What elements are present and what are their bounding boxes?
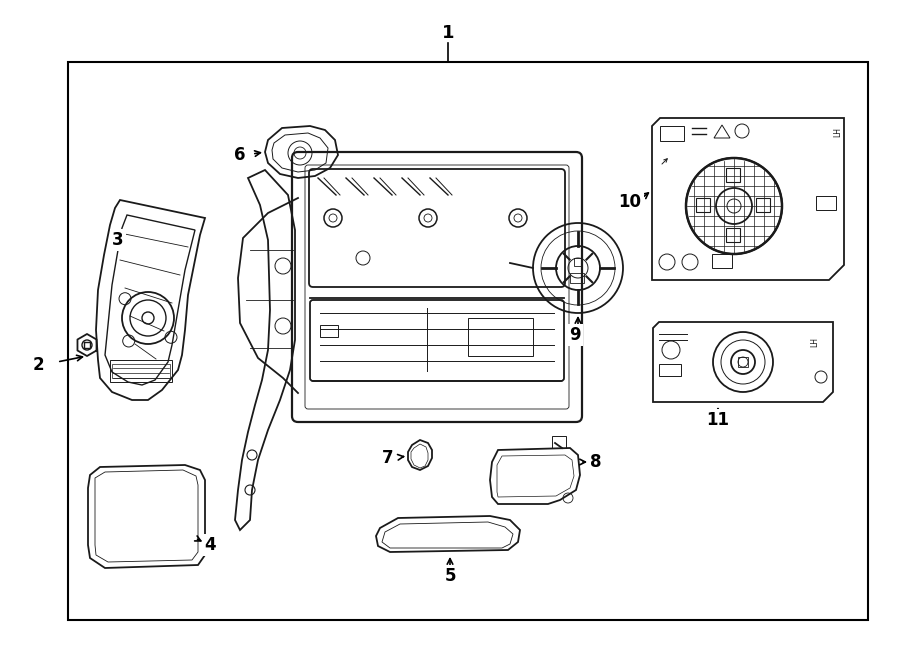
FancyBboxPatch shape bbox=[309, 169, 565, 287]
Bar bbox=[726, 228, 740, 242]
Bar bbox=[112, 364, 170, 378]
Text: 5: 5 bbox=[445, 567, 455, 585]
Bar bbox=[712, 254, 732, 268]
Bar bbox=[726, 168, 740, 182]
Bar bbox=[756, 198, 770, 212]
Bar bbox=[552, 436, 566, 448]
Bar bbox=[574, 258, 582, 266]
FancyBboxPatch shape bbox=[305, 165, 569, 409]
FancyBboxPatch shape bbox=[310, 300, 564, 381]
Bar bbox=[738, 357, 748, 367]
Bar bbox=[110, 360, 172, 382]
Text: 3: 3 bbox=[112, 231, 124, 249]
Text: 8: 8 bbox=[590, 453, 602, 471]
Text: 1: 1 bbox=[442, 24, 454, 42]
Bar bbox=[660, 126, 684, 141]
Bar bbox=[659, 364, 681, 376]
Bar bbox=[68, 62, 868, 620]
Bar bbox=[570, 273, 584, 283]
FancyArrowPatch shape bbox=[662, 159, 667, 164]
Text: LH: LH bbox=[811, 337, 820, 347]
Text: 11: 11 bbox=[706, 411, 730, 429]
Text: 4: 4 bbox=[204, 536, 216, 554]
Bar bbox=[468, 318, 533, 356]
Text: LH: LH bbox=[833, 127, 842, 137]
Text: 10: 10 bbox=[618, 193, 642, 211]
Text: 2: 2 bbox=[32, 356, 44, 374]
Bar bbox=[696, 198, 710, 212]
Text: 9: 9 bbox=[569, 326, 580, 344]
Bar bbox=[816, 196, 836, 210]
Text: 6: 6 bbox=[234, 146, 246, 164]
FancyBboxPatch shape bbox=[292, 152, 582, 422]
Text: 7: 7 bbox=[382, 449, 394, 467]
Bar bbox=[320, 325, 338, 337]
